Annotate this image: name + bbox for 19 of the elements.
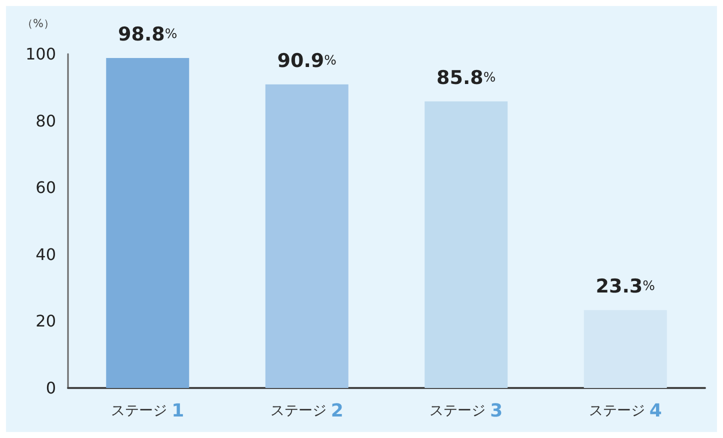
bar	[265, 84, 348, 388]
bar	[424, 101, 508, 388]
data-label: 98.8%	[118, 24, 178, 46]
x-tick-label: ステージ 1	[111, 400, 184, 422]
y-tick-label: 20	[36, 312, 56, 331]
data-label: 90.9%	[277, 50, 336, 72]
x-tick-label: ステージ 4	[588, 400, 662, 422]
y-tick-label: 0	[46, 378, 56, 398]
bar	[584, 310, 667, 388]
y-tick-label: 40	[36, 244, 56, 264]
y-tick-label: 100	[25, 44, 56, 64]
data-label: 85.8%	[436, 66, 496, 89]
x-tick-label: ステージ 3	[430, 400, 503, 422]
x-tick-label: ステージ 2	[270, 400, 344, 422]
y-axis-title: （%）	[22, 17, 54, 30]
bar	[106, 58, 190, 388]
data-label: 23.3%	[596, 276, 655, 298]
y-tick-label: 60	[36, 178, 56, 198]
y-tick-label: 80	[36, 111, 56, 130]
